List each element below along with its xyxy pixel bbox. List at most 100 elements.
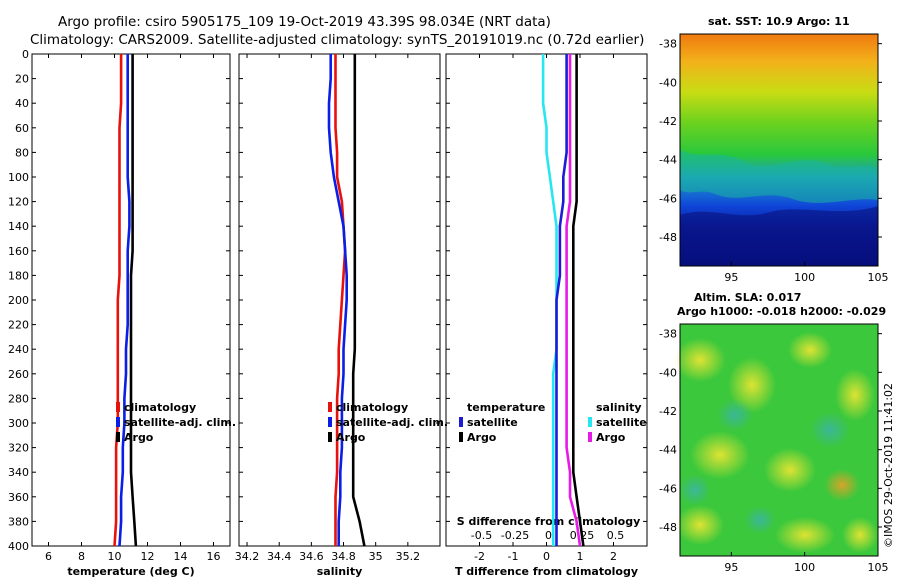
map-y-tick-label: -40 (659, 366, 677, 379)
x-tick-label: 35 (369, 550, 383, 563)
sla-anomaly-blob (690, 431, 750, 479)
sla-anomaly-blob (775, 517, 835, 553)
legend-swatch-t-satellite (459, 417, 463, 427)
map-y-tick-label: -44 (659, 154, 677, 167)
sla-map-frame (679, 323, 879, 557)
map-y-tick-label: -38 (659, 38, 677, 51)
sla-anomaly-blob (744, 506, 776, 534)
x-tick-label: 35.2 (396, 550, 421, 563)
x-tick-label: 6 (45, 550, 52, 563)
x-tick-label: 1 (577, 550, 584, 563)
depth-tick-label: 120 (8, 196, 29, 209)
depth-tick-label: 140 (8, 220, 29, 233)
legend-swatch-argo (116, 432, 120, 442)
sla-anomaly-blob (824, 469, 860, 501)
legend-label-climatology: climatology (124, 401, 196, 414)
difference-legend: temperature satellite Argo salinity sate… (459, 401, 647, 444)
legend-label-argo: Argo (124, 431, 154, 444)
map-x-tick-label: 100 (794, 271, 815, 284)
series-line-t-argo (565, 54, 582, 547)
depth-tick-label: 320 (8, 442, 29, 455)
depth-tick-label: 40 (15, 97, 29, 110)
x-tick-label: 34.8 (331, 550, 356, 563)
depth-tick-label: 280 (8, 392, 29, 405)
map-x-tick-label: 95 (724, 271, 738, 284)
map-x-tick-label: 95 (724, 561, 738, 574)
salinity-panel: 34.2 34.4 34.6 34.8 35 35.2 salinity (235, 53, 441, 578)
sla-anomaly-blob (728, 357, 776, 413)
depth-tick-label: 400 (8, 540, 29, 553)
legend-label-t-argo: Argo (467, 431, 497, 444)
series-line-climatology (113, 54, 123, 547)
map-x-tick-label: 105 (868, 561, 889, 574)
x-top-tick-label: -0.5 (471, 529, 492, 542)
depth-tick-label: 240 (8, 343, 29, 356)
salinity-frame (238, 53, 441, 547)
temperature-x-axis-label: temperature (deg C) (67, 565, 194, 578)
x-top-axis-label: S difference from climatology (457, 515, 641, 528)
depth-tick-label: 180 (8, 269, 29, 282)
legend-swatch-satellite (328, 417, 332, 427)
sla-anomaly-blob (810, 412, 850, 448)
sst-map (679, 33, 879, 267)
depth-tick-label: 380 (8, 515, 29, 528)
depth-tick-label: 220 (8, 319, 29, 332)
depth-tick-label: 20 (15, 73, 29, 86)
sla-anomaly-blob (842, 517, 878, 553)
legend-heading-temperature: temperature (467, 401, 545, 414)
map-y-tick-label: -46 (659, 482, 677, 495)
depth-tick-label: 0 (22, 48, 29, 61)
map-y-tick-label: -48 (659, 521, 677, 534)
map-y-tick-label: -40 (659, 76, 677, 89)
series-line-climatology (334, 54, 347, 546)
series-line-s-satellite (555, 54, 568, 546)
x-tick-label: 10 (108, 550, 122, 563)
legend-label-t-satellite: satellite (467, 416, 518, 429)
difference-x-axis-label: T difference from climatology (455, 565, 638, 578)
sla-map-title: Altim. SLA: 0.017 (694, 291, 801, 304)
legend-label-satellite: satellite-adj. clim. (124, 416, 236, 429)
series-line-argo (351, 54, 366, 547)
x-top-tick-label: 0 (545, 529, 552, 542)
legend-heading-salinity: salinity (596, 401, 642, 414)
sst-map-axes: 95 100 105 -38 -40 -42 -44 -46 -48 (659, 38, 888, 284)
x-tick-label: 12 (141, 550, 155, 563)
map-x-tick-label: 105 (868, 271, 889, 284)
legend-label-s-satellite: satellite (596, 416, 647, 429)
series-line-satellite-adj-clim- (327, 54, 349, 546)
depth-tick-label: 60 (15, 122, 29, 135)
sla-map-axes: 95 100 105 -38 -40 -42 -44 -46 -48 (659, 328, 888, 574)
depth-tick-label: 360 (8, 491, 29, 504)
x-tick-label: -2 (474, 550, 485, 563)
sla-anomaly-blob (835, 369, 875, 421)
legend-swatch-argo (328, 432, 332, 442)
depth-tick-label: 100 (8, 171, 29, 184)
map-y-tick-label: -38 (659, 328, 677, 341)
x-top-tick-label: 0.5 (607, 529, 625, 542)
salinity-x-axis-label: salinity (317, 565, 363, 578)
sst-front-band (680, 150, 878, 203)
x-tick-label: 14 (174, 550, 188, 563)
legend-swatch-t-argo (459, 432, 463, 442)
salinity-legend: climatology satellite-adj. clim. Argo (328, 401, 448, 444)
sst-map-title: sat. SST: 10.9 Argo: 11 (708, 15, 850, 28)
temperature-legend: climatology satellite-adj. clim. Argo (116, 401, 236, 444)
figure-title-line2: Climatology: CARS2009. Satellite-adjuste… (30, 32, 644, 48)
sst-map-frame (679, 33, 879, 267)
depth-tick-label: 160 (8, 245, 29, 258)
legend-swatch-satellite (116, 417, 120, 427)
sla-anomaly-blob (717, 399, 753, 431)
map-y-tick-label: -48 (659, 231, 677, 244)
legend-swatch-climatology (116, 402, 120, 412)
x-tick-label: 34.4 (267, 550, 292, 563)
legend-label-s-argo: Argo (596, 431, 626, 444)
sla-anomaly-blob (764, 448, 816, 492)
sla-map-subtitle: Argo h1000: -0.018 h2000: -0.029 (677, 305, 886, 318)
legend-swatch-climatology (328, 402, 332, 412)
imos-credit: ©IMOS 29-Oct-2019 11:41:02 (882, 383, 895, 548)
series-line-argo (129, 54, 138, 547)
depth-tick-label: 340 (8, 466, 29, 479)
map-x-tick-label: 100 (794, 561, 815, 574)
depth-tick-label: 300 (8, 417, 29, 430)
legend-swatch-s-argo (588, 432, 592, 442)
